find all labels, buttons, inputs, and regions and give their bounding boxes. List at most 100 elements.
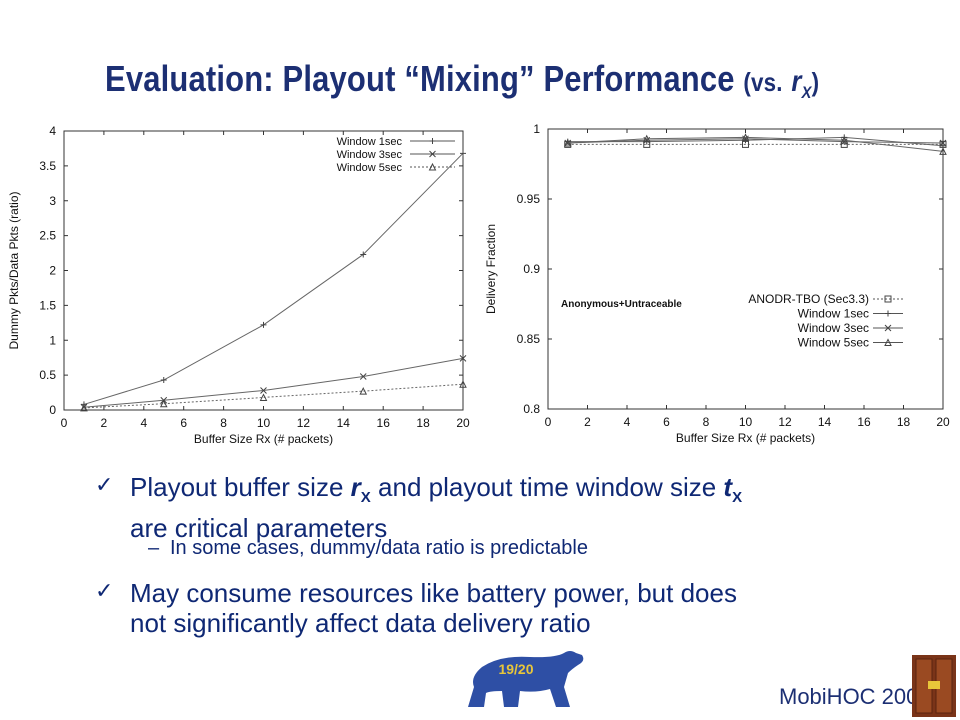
point-marker bbox=[428, 162, 437, 171]
x-axis-label: Buffer Size Rx (# packets) bbox=[194, 432, 333, 446]
x-tick-label: 16 bbox=[377, 416, 391, 430]
sub-bullet: – In some cases, dummy/data ratio is pred… bbox=[148, 537, 588, 560]
x-tick-label: 10 bbox=[739, 415, 753, 429]
point-marker bbox=[642, 134, 651, 143]
bullet-1-var-t-sub: X bbox=[732, 489, 743, 507]
title-close: ) bbox=[811, 67, 820, 97]
dummy-ratio-chart: 0 2 4 6 8 10 12 14 16 18 20 0 0.5 1 1.5 2 2.5 3 3.5 4 Buffer… bbox=[7, 124, 470, 446]
y-tick-label: 2 bbox=[49, 264, 56, 278]
point-marker bbox=[260, 387, 267, 394]
legend-label: Window 3sec bbox=[337, 149, 403, 161]
legend-label: Window 5sec bbox=[798, 336, 869, 350]
x-tick-label: 0 bbox=[61, 416, 68, 430]
bullet-1-part: Playout buffer size bbox=[130, 472, 351, 502]
sub-bullet-text: In some cases, dummy/data ratio is predi… bbox=[170, 537, 588, 559]
dash-marker: – bbox=[148, 537, 160, 559]
y-tick-label: 0.9 bbox=[523, 262, 540, 276]
y-tick-label: 0.8 bbox=[523, 402, 540, 416]
plot-frame bbox=[547, 128, 944, 410]
bullet-1-var-t: t bbox=[723, 472, 733, 502]
point-marker bbox=[884, 295, 892, 303]
x-tick-label: 0 bbox=[545, 415, 552, 429]
x-tick-label: 20 bbox=[936, 415, 950, 429]
point-marker bbox=[840, 136, 849, 144]
point-marker bbox=[159, 399, 168, 408]
title-var: r bbox=[791, 65, 802, 98]
bullet-1: ✓ Playout buffer size rX and playout tim… bbox=[95, 472, 915, 543]
point-marker bbox=[939, 147, 947, 155]
legend-label: Window 1sec bbox=[798, 307, 869, 321]
point-marker bbox=[459, 355, 467, 362]
y-tick-label: 1.5 bbox=[39, 298, 56, 312]
x-tick-label: 4 bbox=[140, 416, 147, 430]
x-tick-label: 12 bbox=[297, 416, 311, 430]
point-marker bbox=[359, 387, 368, 395]
title-var-sub: X bbox=[801, 83, 812, 102]
point-marker bbox=[80, 403, 88, 412]
bullet-1-line2: are critical parameters bbox=[130, 513, 388, 544]
legend-label: Window 5sec bbox=[337, 162, 403, 174]
x-tick-label: 18 bbox=[897, 415, 911, 429]
bullet-2-text: May consume resources like battery power… bbox=[130, 578, 737, 638]
legend-label: Window 1sec bbox=[337, 136, 403, 148]
point-marker bbox=[429, 150, 436, 158]
x-tick-label: 14 bbox=[818, 415, 832, 429]
series-line bbox=[83, 383, 464, 409]
x-tick-label: 8 bbox=[703, 415, 710, 429]
series-line bbox=[567, 136, 944, 152]
series-line bbox=[83, 357, 464, 408]
x-tick-label: 4 bbox=[624, 415, 631, 429]
slide-title: Evaluation: Playout “Mixing” Performance… bbox=[105, 58, 827, 103]
point-marker bbox=[563, 138, 572, 147]
bullet-2-line2: not significantly affect data delivery r… bbox=[130, 608, 591, 638]
bullet-1-var-r-sub: X bbox=[360, 489, 371, 507]
legend-label: Window 3sec bbox=[798, 321, 869, 335]
y-tick-label: 1 bbox=[49, 333, 56, 347]
point-marker bbox=[741, 133, 750, 141]
y-tick-label: 4 bbox=[49, 124, 56, 138]
y-tick-label: 0.85 bbox=[517, 332, 541, 346]
y-tick-label: 3.5 bbox=[39, 159, 56, 173]
delivery-fraction-chart: 0 2 4 6 8 10 12 14 16 18 20 0.8 0.85 0.9 0.95 1 Buffer S… bbox=[485, 122, 950, 445]
x-axis-label: Buffer Size Rx (# packets) bbox=[676, 431, 815, 445]
point-marker bbox=[359, 373, 367, 380]
y-axis-label: Dummy Pkts/Data Pkts (ratio) bbox=[7, 191, 21, 349]
x-tick-label: 6 bbox=[663, 415, 670, 429]
point-marker bbox=[884, 338, 892, 346]
footer-text: MobiHOC 2003 bbox=[779, 684, 931, 709]
point-marker bbox=[360, 251, 367, 258]
bullet-1-var-r: r bbox=[350, 472, 361, 502]
y-tick-label: 0.95 bbox=[517, 192, 541, 206]
door-logo bbox=[912, 655, 956, 717]
y-tick-label: 0.5 bbox=[39, 368, 56, 382]
y-tick-label: 0 bbox=[49, 403, 56, 417]
series-line bbox=[83, 152, 464, 405]
title-suffix: (vs. bbox=[743, 67, 783, 97]
x-tick-label: 10 bbox=[257, 416, 271, 430]
bullet-2: ✓ May consume resources like battery pow… bbox=[95, 578, 915, 640]
point-marker bbox=[260, 321, 267, 328]
x-tick-label: 14 bbox=[337, 416, 351, 430]
plot-frame bbox=[63, 130, 464, 411]
point-marker bbox=[885, 310, 891, 317]
point-marker bbox=[259, 393, 268, 401]
bear-logo: 19/20 bbox=[468, 651, 584, 707]
title-variable: rX bbox=[791, 65, 811, 102]
point-marker bbox=[160, 377, 167, 384]
bullet-1-part: and playout time window size bbox=[370, 472, 724, 502]
y-tick-label: 1 bbox=[533, 122, 540, 136]
point-marker bbox=[884, 324, 892, 332]
x-tick-label: 2 bbox=[584, 415, 591, 429]
x-tick-label: 8 bbox=[220, 416, 227, 430]
x-tick-label: 16 bbox=[857, 415, 871, 429]
chart-annotation: Anonymous+Untraceable bbox=[561, 299, 682, 310]
bear-icon bbox=[468, 651, 584, 707]
bullet-2-line1: May consume resources like battery power… bbox=[130, 578, 737, 608]
bullet-1-text: Playout buffer size rX and playout time … bbox=[130, 472, 742, 543]
page-number: 19/20 bbox=[498, 661, 533, 677]
x-tick-label: 20 bbox=[456, 416, 470, 430]
door-plaque bbox=[928, 681, 940, 689]
point-marker bbox=[939, 139, 947, 147]
y-tick-label: 2.5 bbox=[39, 229, 56, 243]
x-tick-label: 6 bbox=[180, 416, 187, 430]
